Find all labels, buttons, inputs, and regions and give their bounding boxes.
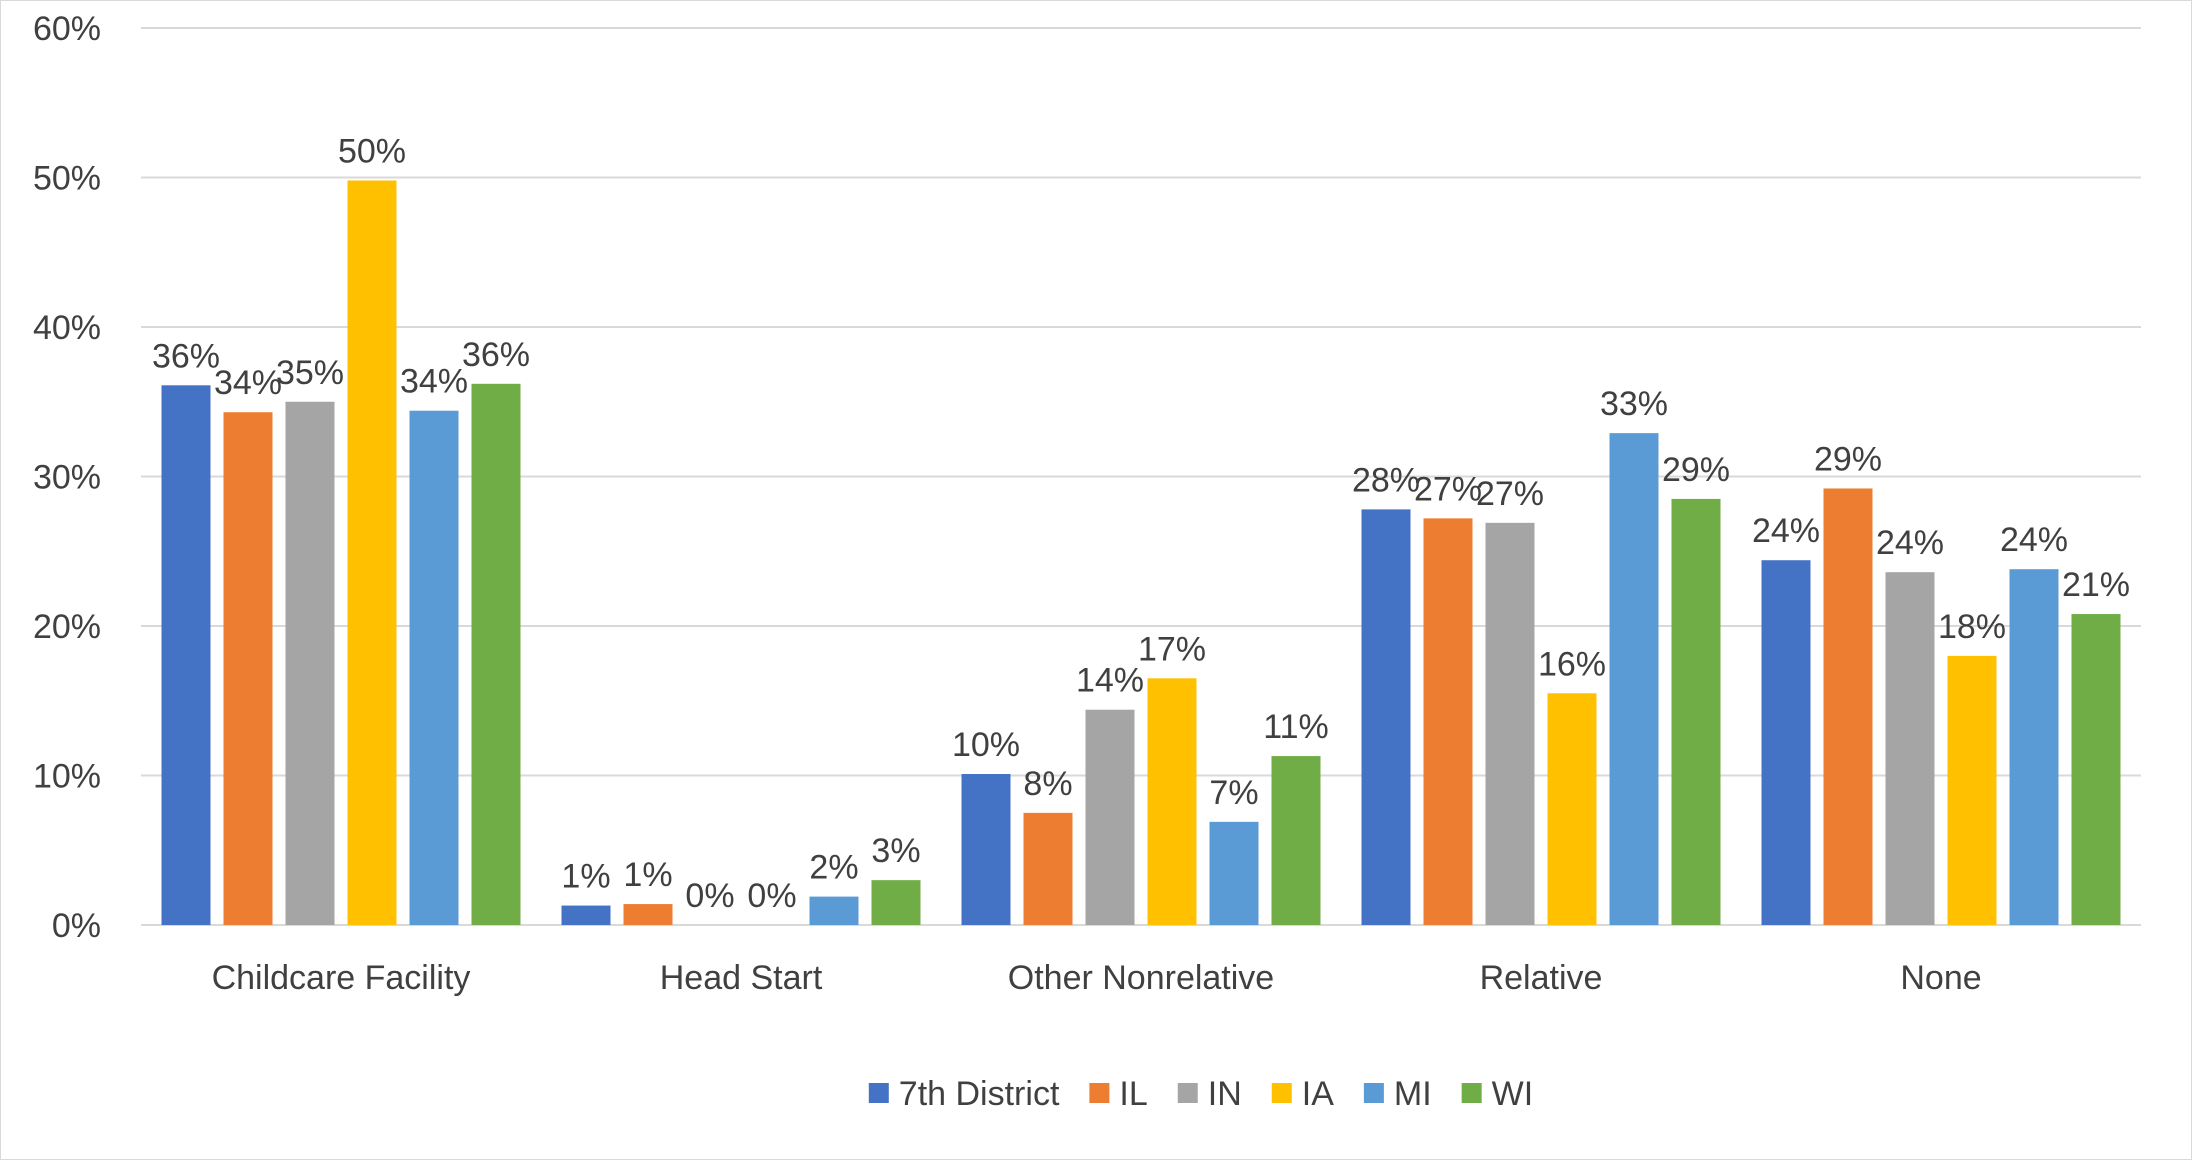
y-tick-label: 30% [33,459,101,497]
bar [1271,756,1321,925]
data-label: 24% [1752,512,1820,550]
data-label: 0% [747,877,796,915]
bar [1761,560,1811,925]
legend-label: MI [1394,1075,1432,1113]
y-tick-label: 0% [52,907,101,945]
y-tick-label: 40% [33,309,101,347]
category-label: Childcare Facility [212,959,471,997]
data-label: 8% [1023,765,1072,803]
bar [1085,709,1135,925]
data-label: 17% [1138,630,1206,668]
bar [409,410,459,926]
legend-swatch [868,1083,889,1103]
y-tick-label: 50% [33,160,101,198]
category-label: Relative [1480,959,1603,997]
y-tick-label: 60% [33,10,101,48]
bars [161,180,2121,926]
bar [809,896,859,925]
bar [1947,655,1997,925]
y-axis-tick-labels: 0% 10% 20% 30% 40% 50% 60% [33,10,101,945]
legend-item: IL [1089,1075,1148,1113]
data-label: 18% [1938,608,2006,646]
data-label: 0% [685,877,734,915]
bar [1823,488,1873,925]
legend-swatch [1089,1083,1110,1103]
legend: 7th District IL IN IA MI WI [868,1075,1534,1113]
legend-label: IN [1208,1075,1242,1113]
bar [347,180,397,926]
category-label: Head Start [660,959,823,997]
y-tick-label: 10% [33,758,101,796]
data-label: 21% [2062,566,2130,604]
legend-label: 7th District [899,1075,1060,1113]
bar [223,412,273,926]
legend-item: IA [1271,1075,1334,1113]
legend-label: WI [1492,1075,1534,1113]
legend-swatch [1461,1083,1482,1103]
bar [623,904,673,925]
data-label: 1% [561,858,610,896]
data-label: 28% [1352,461,1420,499]
data-label: 50% [338,132,406,170]
data-label: 36% [462,336,530,374]
bar [871,880,921,925]
data-labels: 36%34%35%50%34%36%1% 1%0% 0%2% 3%10%8%14%17… [152,132,2130,915]
data-label: 29% [1814,440,1882,478]
data-label: 27% [1414,470,1482,508]
data-label: 11% [1263,708,1329,746]
data-label: 3% [871,832,920,870]
category-labels: Childcare Facility Head Start Other Nonrel… [212,959,1982,997]
category-label: None [1900,959,1981,997]
data-label: 2% [809,849,858,887]
bar [1885,572,1935,925]
data-label: 27% [1476,475,1544,513]
data-label: 34% [400,363,468,401]
data-label: 24% [1876,524,1944,562]
bar [1609,433,1659,925]
bar [1485,522,1535,925]
legend-swatch [1177,1083,1198,1103]
bar [1147,678,1197,925]
bar [1671,498,1721,925]
bar [1423,518,1473,925]
bar [1209,821,1259,925]
category-label: Other Nonrelative [1008,959,1274,997]
bar [1547,693,1597,925]
legend-swatch [1271,1083,1292,1103]
data-label: 1% [623,856,672,894]
bar [2071,614,2121,925]
bar [2009,569,2059,925]
bar [1361,509,1411,925]
data-label: 33% [1600,385,1668,423]
data-label: 35% [276,354,344,392]
legend-item: 7th District [868,1075,1060,1113]
bar [285,401,335,925]
data-label: 10% [952,726,1020,764]
bar [1023,812,1073,925]
data-label: 24% [2000,521,2068,559]
data-label: 7% [1209,774,1258,812]
legend-swatch [1363,1083,1384,1103]
bar [561,905,611,925]
y-tick-label: 20% [33,608,101,646]
legend-item: IN [1177,1075,1242,1113]
legend-label: IL [1119,1075,1147,1113]
bar [961,774,1011,925]
bar [471,383,521,925]
data-label: 29% [1662,451,1730,489]
data-label: 16% [1538,645,1606,683]
legend-label: IA [1302,1075,1334,1113]
data-label: 34% [214,364,282,402]
data-label: 36% [152,337,220,375]
data-label: 14% [1076,662,1144,700]
legend-item: MI [1363,1075,1432,1113]
bar [161,385,211,925]
legend-item: WI [1461,1075,1534,1113]
